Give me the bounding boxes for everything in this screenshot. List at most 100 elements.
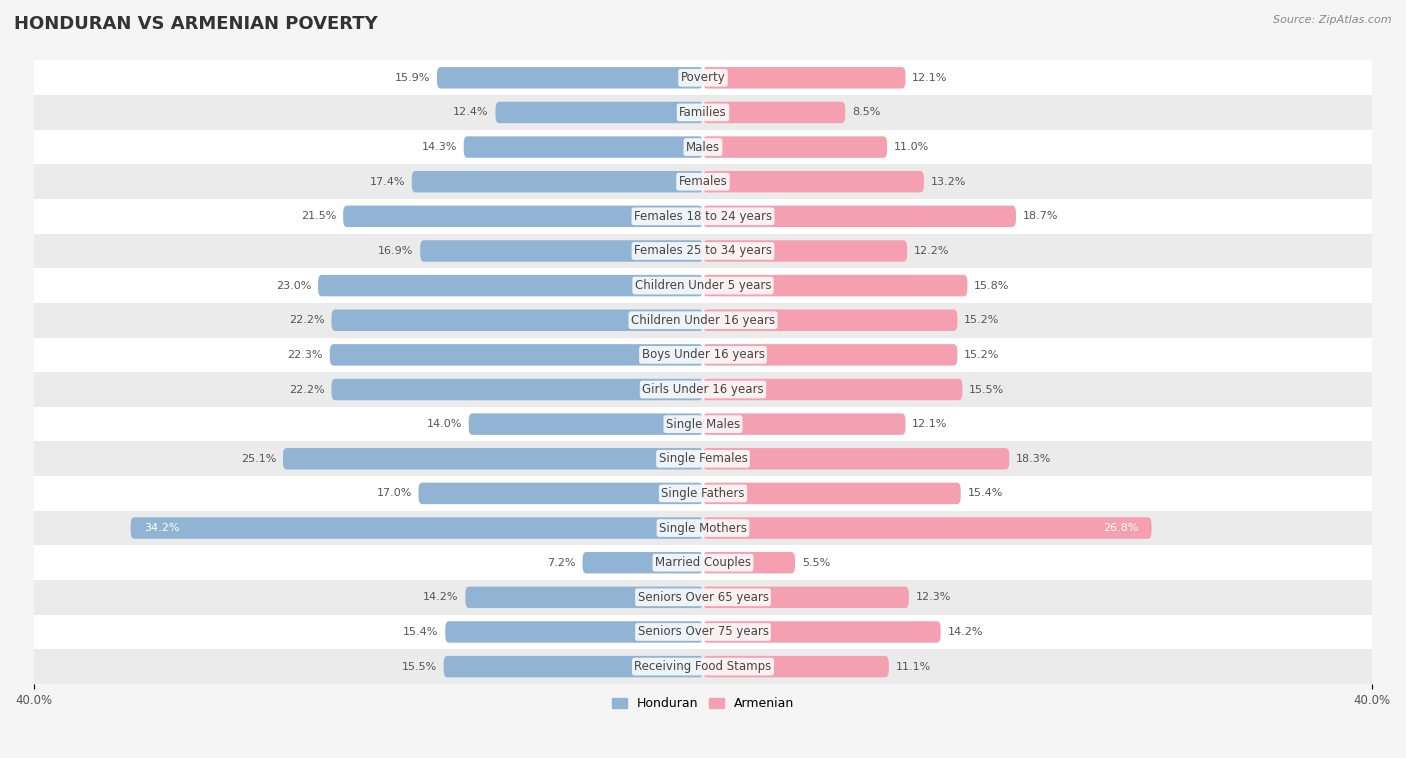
Text: 14.2%: 14.2%: [948, 627, 983, 637]
FancyBboxPatch shape: [332, 309, 703, 331]
FancyBboxPatch shape: [703, 136, 887, 158]
Text: Children Under 5 years: Children Under 5 years: [634, 279, 772, 292]
Text: Single Mothers: Single Mothers: [659, 522, 747, 534]
Text: 12.4%: 12.4%: [453, 108, 489, 117]
Text: HONDURAN VS ARMENIAN POVERTY: HONDURAN VS ARMENIAN POVERTY: [14, 15, 378, 33]
FancyBboxPatch shape: [703, 656, 889, 678]
Bar: [0, 95, 1406, 130]
FancyBboxPatch shape: [703, 413, 905, 435]
FancyBboxPatch shape: [703, 379, 963, 400]
FancyBboxPatch shape: [703, 240, 907, 262]
Text: Males: Males: [686, 140, 720, 154]
Text: 7.2%: 7.2%: [547, 558, 576, 568]
Text: 12.1%: 12.1%: [912, 73, 948, 83]
FancyBboxPatch shape: [283, 448, 703, 469]
Text: 18.3%: 18.3%: [1017, 454, 1052, 464]
Bar: [0, 199, 1406, 233]
FancyBboxPatch shape: [465, 587, 703, 608]
FancyBboxPatch shape: [703, 448, 1010, 469]
FancyBboxPatch shape: [332, 379, 703, 400]
Bar: [0, 511, 1406, 545]
Text: Poverty: Poverty: [681, 71, 725, 84]
Bar: [0, 476, 1406, 511]
Text: 16.9%: 16.9%: [378, 246, 413, 256]
Text: 12.1%: 12.1%: [912, 419, 948, 429]
FancyBboxPatch shape: [131, 517, 703, 539]
Bar: [0, 233, 1406, 268]
FancyBboxPatch shape: [443, 656, 703, 678]
Text: Girls Under 16 years: Girls Under 16 years: [643, 383, 763, 396]
Text: 15.4%: 15.4%: [967, 488, 1002, 499]
Text: Females: Females: [679, 175, 727, 188]
FancyBboxPatch shape: [703, 622, 941, 643]
Text: Receiving Food Stamps: Receiving Food Stamps: [634, 660, 772, 673]
Text: 15.2%: 15.2%: [965, 315, 1000, 325]
Text: Seniors Over 75 years: Seniors Over 75 years: [637, 625, 769, 638]
FancyBboxPatch shape: [330, 344, 703, 365]
FancyBboxPatch shape: [703, 587, 908, 608]
Bar: [0, 130, 1406, 164]
Text: 14.0%: 14.0%: [426, 419, 463, 429]
FancyBboxPatch shape: [703, 483, 960, 504]
FancyBboxPatch shape: [495, 102, 703, 123]
Legend: Honduran, Armenian: Honduran, Armenian: [607, 692, 799, 715]
Bar: [0, 615, 1406, 650]
Bar: [0, 268, 1406, 303]
Bar: [0, 441, 1406, 476]
FancyBboxPatch shape: [446, 622, 703, 643]
FancyBboxPatch shape: [420, 240, 703, 262]
Text: 21.5%: 21.5%: [301, 211, 336, 221]
FancyBboxPatch shape: [343, 205, 703, 227]
FancyBboxPatch shape: [703, 275, 967, 296]
FancyBboxPatch shape: [703, 102, 845, 123]
FancyBboxPatch shape: [703, 205, 1017, 227]
FancyBboxPatch shape: [703, 344, 957, 365]
Text: 14.2%: 14.2%: [423, 592, 458, 603]
Text: 15.5%: 15.5%: [402, 662, 437, 672]
FancyBboxPatch shape: [703, 517, 1152, 539]
Text: Single Females: Single Females: [658, 453, 748, 465]
Text: 11.1%: 11.1%: [896, 662, 931, 672]
Text: 12.3%: 12.3%: [915, 592, 950, 603]
Text: 11.0%: 11.0%: [894, 142, 929, 152]
FancyBboxPatch shape: [318, 275, 703, 296]
Text: 34.2%: 34.2%: [143, 523, 180, 533]
Text: 15.4%: 15.4%: [404, 627, 439, 637]
Text: Source: ZipAtlas.com: Source: ZipAtlas.com: [1274, 15, 1392, 25]
Text: Children Under 16 years: Children Under 16 years: [631, 314, 775, 327]
Text: Married Couples: Married Couples: [655, 556, 751, 569]
Text: 17.4%: 17.4%: [370, 177, 405, 186]
Text: 13.2%: 13.2%: [931, 177, 966, 186]
Text: 22.3%: 22.3%: [288, 350, 323, 360]
Text: Seniors Over 65 years: Seniors Over 65 years: [637, 590, 769, 604]
Text: 15.2%: 15.2%: [965, 350, 1000, 360]
FancyBboxPatch shape: [582, 552, 703, 573]
Text: Females 25 to 34 years: Females 25 to 34 years: [634, 245, 772, 258]
FancyBboxPatch shape: [468, 413, 703, 435]
Text: 15.5%: 15.5%: [969, 384, 1004, 394]
Text: Boys Under 16 years: Boys Under 16 years: [641, 349, 765, 362]
Bar: [0, 407, 1406, 441]
Text: 15.8%: 15.8%: [974, 280, 1010, 290]
Bar: [0, 372, 1406, 407]
FancyBboxPatch shape: [703, 552, 794, 573]
Bar: [0, 164, 1406, 199]
Text: Females 18 to 24 years: Females 18 to 24 years: [634, 210, 772, 223]
FancyBboxPatch shape: [703, 309, 957, 331]
Text: 23.0%: 23.0%: [276, 280, 311, 290]
Text: 8.5%: 8.5%: [852, 108, 880, 117]
Bar: [0, 303, 1406, 337]
Text: 14.3%: 14.3%: [422, 142, 457, 152]
Text: Single Fathers: Single Fathers: [661, 487, 745, 500]
Bar: [0, 545, 1406, 580]
FancyBboxPatch shape: [703, 67, 905, 89]
Text: 22.2%: 22.2%: [290, 315, 325, 325]
FancyBboxPatch shape: [412, 171, 703, 193]
Text: 15.9%: 15.9%: [395, 73, 430, 83]
Bar: [0, 337, 1406, 372]
FancyBboxPatch shape: [464, 136, 703, 158]
Text: 18.7%: 18.7%: [1022, 211, 1059, 221]
FancyBboxPatch shape: [703, 171, 924, 193]
Bar: [0, 650, 1406, 684]
Text: Families: Families: [679, 106, 727, 119]
